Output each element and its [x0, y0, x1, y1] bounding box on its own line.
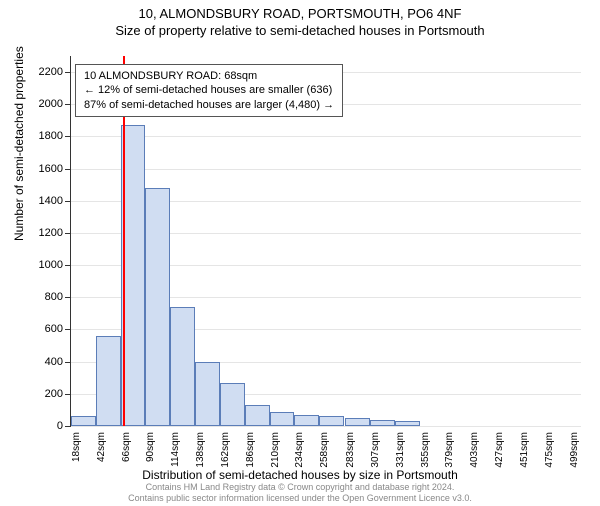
histogram-bar [145, 188, 170, 426]
info-line2: ← 12% of semi-detached houses are smalle… [84, 83, 334, 97]
x-tick-label: 66sqm [121, 432, 132, 462]
x-tick-label: 162sqm [220, 432, 231, 468]
y-tick-label: 1000 [39, 259, 63, 271]
x-tick-label: 355sqm [420, 432, 431, 468]
x-tick-label: 307sqm [370, 432, 381, 468]
info-box: 10 ALMONDSBURY ROAD: 68sqm ← 12% of semi… [75, 64, 343, 117]
histogram-bar [170, 307, 195, 426]
gridline [71, 426, 581, 427]
y-tick-label: 2200 [39, 66, 63, 78]
x-tick-label: 258sqm [319, 432, 330, 468]
y-tick-label: 1600 [39, 163, 63, 175]
histogram-bar [195, 362, 220, 426]
title-line1: 10, ALMONDSBURY ROAD, PORTSMOUTH, PO6 4N… [0, 6, 600, 23]
x-tick-label: 90sqm [145, 432, 156, 462]
x-tick-label: 138sqm [195, 432, 206, 468]
footer-line2: Contains public sector information licen… [0, 493, 600, 504]
histogram-bar [345, 418, 370, 426]
x-tick-label: 331sqm [395, 432, 406, 468]
info-line1: 10 ALMONDSBURY ROAD: 68sqm [84, 69, 334, 83]
histogram-bar [96, 336, 121, 426]
x-tick-label: 210sqm [270, 432, 281, 468]
y-tick-label: 2000 [39, 98, 63, 110]
x-tick-label: 403sqm [469, 432, 480, 468]
x-tick-label: 114sqm [170, 432, 181, 467]
x-tick-label: 18sqm [71, 432, 82, 462]
y-tick-label: 1800 [39, 130, 63, 142]
histogram-bar [395, 421, 420, 426]
x-tick-label: 186sqm [245, 432, 256, 468]
x-tick-label: 451sqm [519, 432, 530, 468]
y-tick-label: 600 [45, 323, 63, 335]
footer-line1: Contains HM Land Registry data © Crown c… [0, 482, 600, 493]
x-tick-label: 42sqm [96, 432, 107, 462]
title-line2: Size of property relative to semi-detach… [0, 23, 600, 40]
histogram-bar [245, 405, 270, 426]
x-tick-label: 234sqm [294, 432, 305, 468]
y-tick-label: 0 [57, 420, 63, 432]
y-tick-label: 800 [45, 291, 63, 303]
histogram-bar [220, 383, 245, 426]
x-tick-label: 283sqm [345, 432, 356, 468]
histogram-bar [71, 416, 96, 426]
y-axis-title: Number of semi-detached properties [12, 46, 26, 241]
histogram-bar [294, 415, 319, 426]
x-tick-label: 499sqm [569, 432, 580, 468]
info-line3: 87% of semi-detached houses are larger (… [84, 98, 334, 112]
histogram-bar [370, 420, 395, 426]
y-tick-label: 400 [45, 356, 63, 368]
y-tick-label: 200 [45, 388, 63, 400]
y-tick-label: 1400 [39, 195, 63, 207]
footer: Contains HM Land Registry data © Crown c… [0, 482, 600, 504]
histogram-bar [270, 412, 295, 426]
histogram-bar [319, 416, 344, 426]
y-tick-label: 1200 [39, 227, 63, 239]
x-tick-label: 475sqm [544, 432, 555, 468]
x-tick-label: 379sqm [444, 432, 455, 468]
x-tick-label: 427sqm [494, 432, 505, 468]
x-axis-title: Distribution of semi-detached houses by … [0, 468, 600, 482]
